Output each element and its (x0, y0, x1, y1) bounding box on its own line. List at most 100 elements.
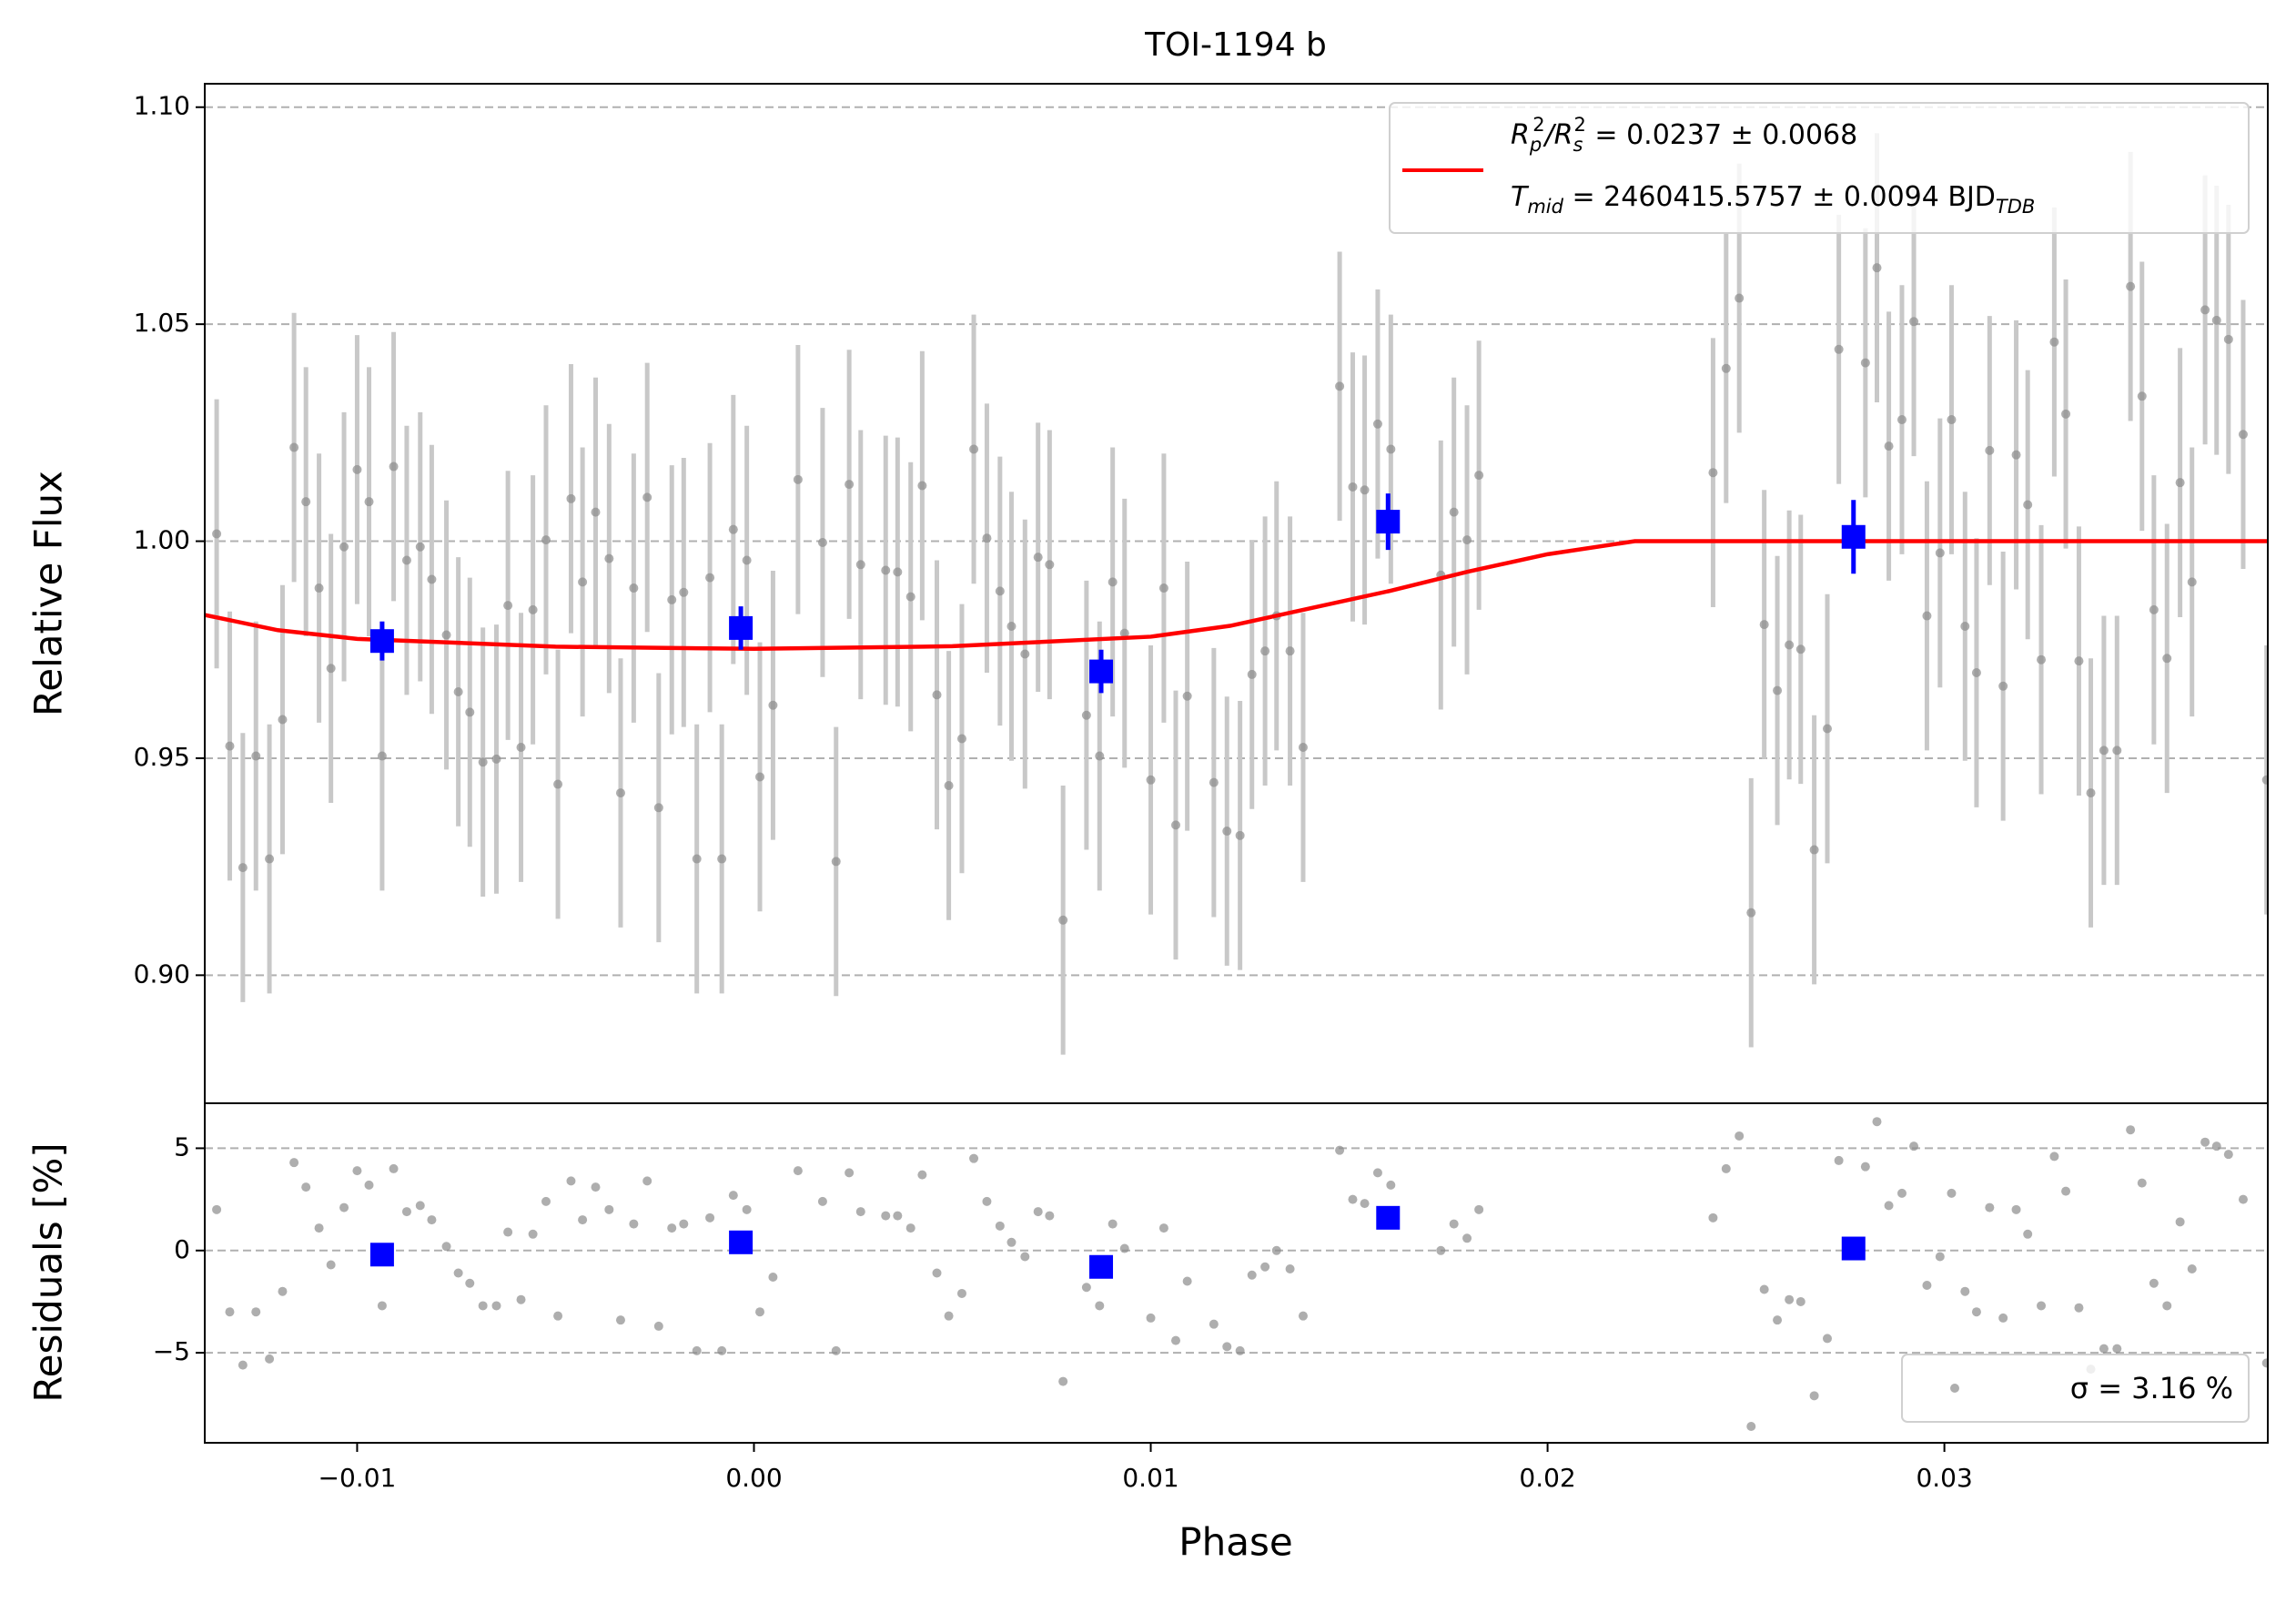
data-point (982, 1196, 992, 1206)
legend-label: Tmid = 2460415.5757 ± 0.0094 BJDTDB (1511, 181, 2035, 218)
data-point (692, 1345, 702, 1355)
data-point (1436, 1245, 1446, 1255)
legend-text: = 2460415.5757 ± 0.0094 BJD (1563, 181, 1996, 213)
data-point (717, 854, 727, 864)
data-point (2061, 1186, 2071, 1196)
data-point (1158, 1223, 1168, 1233)
data-point (1386, 1180, 1396, 1190)
y-axis-label: Relative Flux (26, 471, 71, 716)
data-point (401, 1207, 411, 1217)
data-point (2187, 1264, 2197, 1274)
legend-text: /R (1542, 119, 1573, 151)
y-tick-label: 1.10 (134, 91, 190, 121)
data-point (667, 1223, 677, 1233)
data-point (1095, 751, 1105, 761)
data-point (2074, 656, 2084, 666)
data-point (1260, 1262, 1270, 1272)
data-point (2023, 1229, 2033, 1239)
legend-superscript: 2 (1532, 114, 1544, 136)
data-point (995, 586, 1005, 596)
legend-subscript: s (1573, 134, 1583, 156)
data-point (1834, 1155, 1844, 1165)
data-point (1795, 644, 1805, 654)
data-point (1474, 1204, 1484, 1214)
data-point (1298, 1311, 1308, 1321)
data-point (1348, 1194, 1358, 1204)
data-point (2211, 315, 2221, 325)
data-point (2023, 500, 2033, 510)
binned-point (1376, 510, 1401, 534)
data-point (793, 474, 803, 484)
y-tick-label: 1.00 (134, 525, 190, 555)
data-point (1759, 620, 1769, 630)
data-point (2200, 1137, 2210, 1147)
data-point (301, 497, 311, 507)
data-point (1182, 691, 1192, 701)
data-point (1785, 1294, 1795, 1304)
data-point (831, 857, 841, 867)
data-point (705, 573, 715, 583)
data-point (742, 555, 752, 565)
data-point (969, 444, 979, 454)
data-point (768, 700, 778, 710)
data-point (1033, 553, 1043, 563)
data-point (352, 464, 362, 474)
data-point (1119, 628, 1129, 638)
data-point (2037, 654, 2047, 665)
data-point (1146, 1313, 1156, 1323)
data-point (441, 630, 451, 640)
data-point (604, 1204, 614, 1214)
data-point (516, 1294, 526, 1304)
legend-label: Rp2/Rs2 = 0.0237 ± 0.0068 (1511, 114, 1857, 156)
data-point (831, 1345, 841, 1355)
data-point (591, 507, 601, 517)
data-point (1822, 724, 1832, 734)
data-point (667, 594, 677, 604)
data-point (427, 1215, 437, 1225)
data-point (1708, 1212, 1718, 1223)
data-point (415, 542, 425, 552)
data-point (225, 1307, 235, 1317)
data-point (389, 462, 399, 472)
data-point (1785, 640, 1795, 650)
legend-text: = 0.0237 ± 0.0068 (1586, 119, 1857, 151)
data-point (1721, 1163, 1731, 1173)
data-point (1462, 1233, 1472, 1243)
data-point (1146, 775, 1156, 785)
data-point (1947, 415, 1957, 425)
data-point (364, 1180, 374, 1190)
data-point (2112, 746, 2122, 756)
data-point (465, 707, 475, 717)
data-point (339, 1202, 349, 1212)
data-point (2149, 1278, 2159, 1288)
data-point (1033, 1207, 1043, 1217)
data-point (2137, 1178, 2147, 1188)
data-point (1746, 908, 1756, 918)
chart-title: TOI-1194 b (1144, 26, 1327, 64)
data-point (1822, 1334, 1832, 1344)
legend-superscript: 2 (1573, 114, 1585, 136)
data-point (553, 1311, 563, 1321)
data-point (1773, 685, 1783, 695)
data-point (1260, 646, 1270, 656)
data-point (893, 1211, 903, 1221)
data-point (1360, 1199, 1370, 1209)
data-point (1960, 1286, 1970, 1296)
data-point (768, 1272, 778, 1282)
data-point (2223, 334, 2233, 344)
data-point (491, 1301, 501, 1311)
plot-area (205, 1117, 2268, 1432)
legend-label: σ = 3.16 % (2070, 1371, 2233, 1405)
data-point (692, 854, 702, 864)
data-point (932, 1268, 942, 1278)
data-point (1985, 1202, 1995, 1212)
legend-subscript: TDB (1996, 196, 2035, 218)
data-point (1235, 830, 1245, 840)
data-point (566, 1176, 576, 1186)
data-point (755, 1307, 765, 1317)
data-point (1735, 1131, 1745, 1141)
data-point (1006, 1237, 1017, 1247)
data-point (1298, 743, 1308, 753)
data-point (1746, 1422, 1756, 1432)
